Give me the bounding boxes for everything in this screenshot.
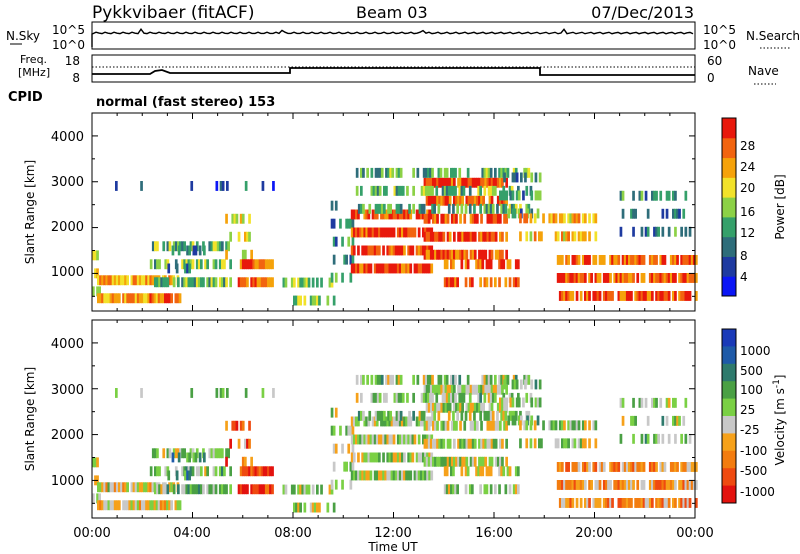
- vel-cb-tick-minus500: -500: [740, 464, 767, 478]
- power-cb-tick-28: 28: [740, 139, 755, 153]
- power-colorbar: [722, 118, 736, 297]
- velocity-colorbar: [722, 329, 736, 504]
- vel-cb-tick-minus1000: -1000: [740, 485, 775, 499]
- power-cb-label: Power [dB]: [773, 174, 787, 239]
- vel-cb-tick-25: 25: [740, 403, 755, 417]
- power-panel: Slant Range [km] 1000 2000 3000 4000 28 …: [23, 112, 787, 312]
- noise-right-tick-bottom: 10^0: [703, 38, 736, 52]
- power-ytick-3000: 3000: [51, 175, 84, 190]
- cpid-text: normal (fast stereo) 153: [96, 95, 275, 110]
- power-heatmap: [92, 167, 698, 306]
- noise-right-label: N.Search: [746, 29, 800, 43]
- power-ytick-4000: 4000: [51, 130, 84, 145]
- x-tick-1: 04:00: [173, 526, 210, 541]
- date-label: 07/Dec/2013: [591, 3, 694, 22]
- freq-trace: [92, 67, 695, 76]
- freq-left-label-1: Freq.: [20, 53, 47, 66]
- freq-left-tick-bottom: 8: [72, 71, 80, 85]
- x-tick-2: 08:00: [274, 526, 311, 541]
- power-ytick-1000: 1000: [51, 265, 84, 280]
- x-tick-0: 00:00: [73, 526, 110, 541]
- velocity-ytick-2000: 2000: [51, 428, 84, 443]
- tick-marks: [91, 112, 696, 518]
- power-cb-tick-4: 4: [740, 270, 748, 284]
- power-cb-tick-16: 16: [740, 205, 755, 219]
- freq-panel: Freq. [MHz] 18 8 60 0 Nave: [18, 53, 779, 85]
- power-cb-tick-8: 8: [740, 249, 748, 263]
- velocity-panel: Slant Range [km] 1000 2000 3000 4000 100…: [23, 319, 787, 519]
- beam-label: Beam 03: [356, 3, 428, 22]
- freq-right-label: Nave: [748, 64, 779, 78]
- vel-cb-tick-500: 500: [740, 364, 763, 378]
- power-cb-tick-12: 12: [740, 226, 755, 240]
- noise-right-tick-top: 10^5: [703, 23, 736, 37]
- x-tick-6: 00:00: [676, 526, 713, 541]
- freq-right-tick-bottom: 0: [707, 71, 715, 85]
- velocity-cb-label-end: ]: [773, 375, 787, 380]
- noise-sky-trace: [91, 27, 694, 47]
- x-tick-3: 12:00: [374, 526, 411, 541]
- x-tick-5: 20:00: [575, 526, 612, 541]
- vel-cb-tick-minus100: -100: [740, 444, 767, 458]
- cpid-label: CPID: [8, 90, 43, 105]
- vel-cb-tick-1000: 1000: [740, 344, 771, 358]
- velocity-cb-label-sup: -1: [772, 379, 782, 388]
- power-ytick-2000: 2000: [51, 220, 84, 235]
- velocity-cb-label: Velocity [m s-1]: [772, 375, 787, 466]
- power-cb-tick-24: 24: [740, 160, 755, 174]
- velocity-heatmap: [92, 374, 698, 513]
- x-axis-label: Time UT: [367, 540, 418, 554]
- power-cb-tick-20: 20: [740, 181, 755, 195]
- noise-left-tick-bottom: 10^0: [52, 38, 85, 52]
- velocity-cb-label-main: Velocity [m s: [773, 388, 787, 465]
- x-axis: 00:00 04:00 08:00 12:00 16:00 20:00 00:0…: [73, 526, 713, 554]
- power-ylabel: Slant Range [km]: [23, 160, 37, 264]
- noise-panel: N.Sky 10^5 10^0 10^5 10^0 N.Search: [6, 21, 800, 52]
- velocity-ytick-1000: 1000: [51, 474, 84, 489]
- noise-left-label: N.Sky: [6, 29, 40, 43]
- freq-left-tick-top: 18: [65, 54, 80, 68]
- station-title: Pykkvibaer (fitACF): [92, 3, 254, 23]
- vel-cb-tick-100: 100: [740, 383, 763, 397]
- vel-cb-tick-minus25: -25: [740, 423, 760, 437]
- freq-right-tick-top: 60: [707, 54, 722, 68]
- velocity-ytick-4000: 4000: [51, 337, 84, 352]
- velocity-ytick-3000: 3000: [51, 383, 84, 398]
- freq-left-label-2: [MHz]: [18, 66, 50, 79]
- noise-left-tick-top: 10^5: [52, 23, 85, 37]
- velocity-ylabel: Slant Range [km]: [23, 367, 37, 471]
- x-tick-4: 16:00: [475, 526, 512, 541]
